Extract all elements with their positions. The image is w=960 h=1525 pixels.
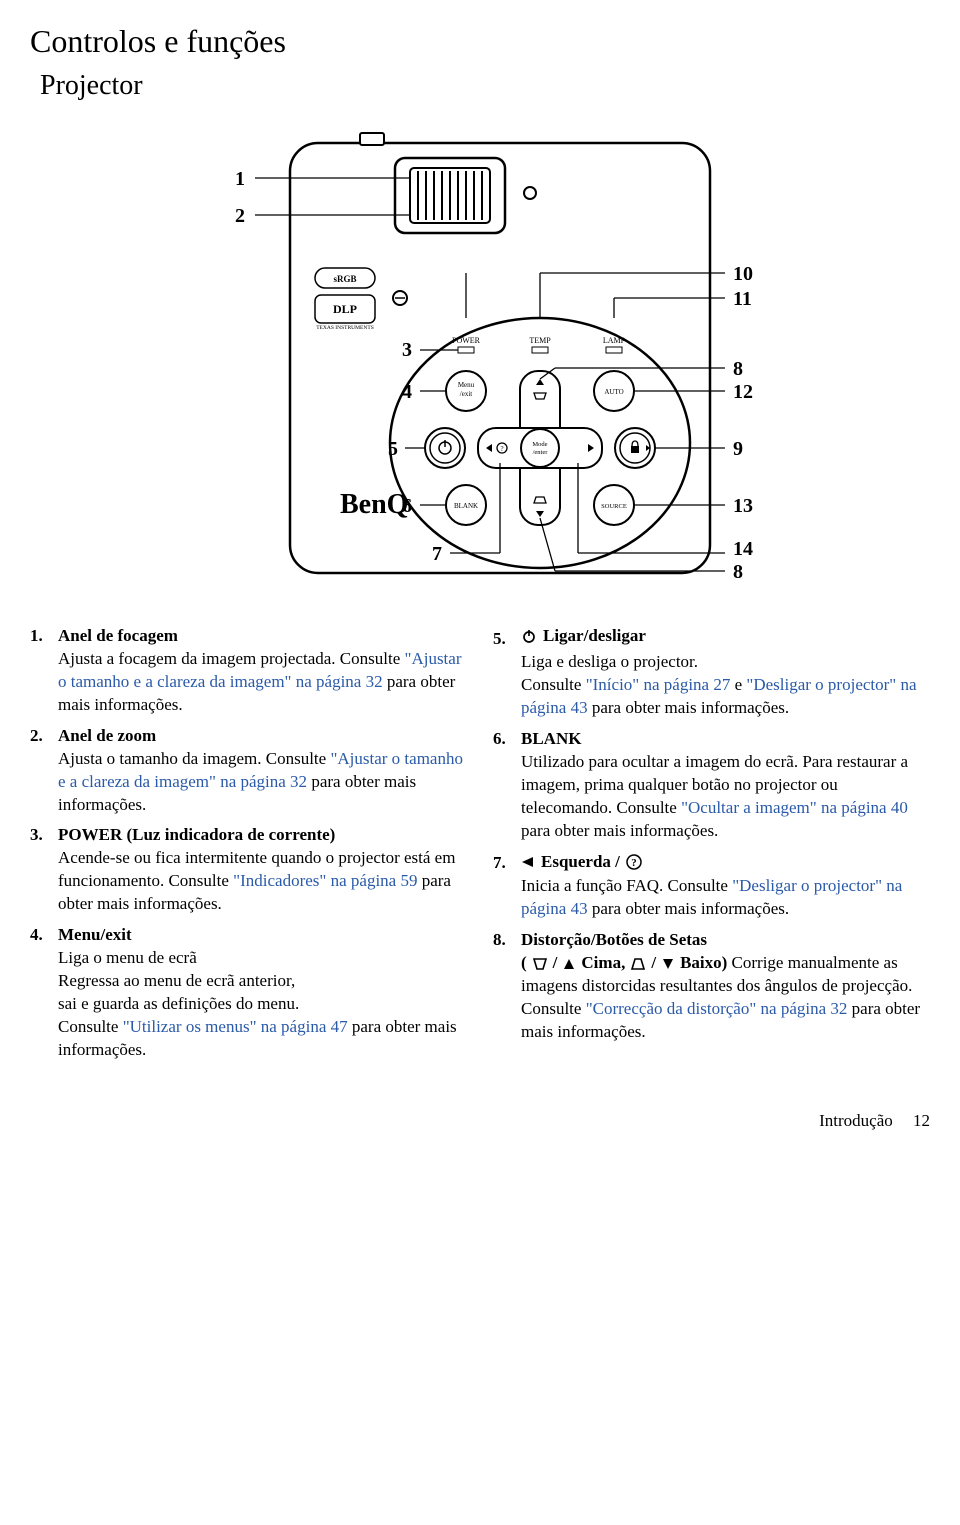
item-3: 3. POWER (Luz indicadora de corrente) Ac…: [30, 824, 467, 916]
item-desc: sai e guarda as definições do menu.: [58, 993, 467, 1016]
item-2: 2. Anel de zoom Ajusta o tamanho da imag…: [30, 725, 467, 817]
svg-text:10: 10: [733, 263, 753, 285]
svg-text:LAMP: LAMP: [603, 336, 626, 345]
up-arrow-icon: [563, 958, 575, 970]
svg-text:Mode: Mode: [532, 441, 547, 448]
item-8: 8. Distorção/Botões de Setas ( / Cima, /…: [493, 929, 930, 1044]
down-arrow-icon: [662, 958, 674, 970]
svg-text:BenQ: BenQ: [340, 489, 408, 520]
svg-text:8: 8: [733, 561, 743, 583]
svg-text:AUTO: AUTO: [604, 388, 623, 396]
svg-text:13: 13: [733, 495, 753, 517]
svg-text:1: 1: [235, 168, 245, 190]
projector-diagram: sRGB DLP TEXAS INSTRUMENTS BenQ POWER TE…: [30, 123, 930, 603]
svg-text:14: 14: [733, 538, 753, 560]
item-5: 5. Ligar/desligar Liga e desliga o proje…: [493, 625, 930, 720]
item-desc: Regressa ao menu de ecrã anterior,: [58, 970, 467, 993]
item-title: BLANK: [521, 728, 581, 751]
item-6: 6. BLANK Utilizado para ocultar a imagem…: [493, 728, 930, 843]
footer-section: Introdução: [819, 1111, 893, 1130]
svg-text:sRGB: sRGB: [333, 274, 356, 284]
power-icon: [521, 628, 537, 644]
item-desc: Liga e desliga o projector.: [521, 651, 930, 674]
left-column: 1. Anel de focagem Ajusta a focagem da i…: [30, 625, 467, 1070]
item-subtitle: ( / Cima, / Baixo): [521, 952, 727, 975]
svg-text:4: 4: [402, 381, 412, 403]
item-1: 1. Anel de focagem Ajusta a focagem da i…: [30, 625, 467, 717]
item-title: Anel de focagem: [58, 625, 178, 648]
question-icon: ?: [626, 854, 642, 870]
item-number: 6.: [493, 728, 511, 751]
item-desc: Ajusta o tamanho da imagem.: [58, 749, 266, 768]
item-number: 2.: [30, 725, 48, 748]
footer-page-number: 12: [913, 1111, 930, 1130]
item-number: 5.: [493, 628, 511, 651]
item-link: Consulte "Início" na página 27 e "Deslig…: [521, 675, 917, 717]
item-desc: Inicia a função FAQ.: [521, 876, 668, 895]
svg-text:BLANK: BLANK: [454, 502, 478, 510]
svg-text:POWER: POWER: [452, 336, 481, 345]
svg-text:2: 2: [235, 205, 245, 227]
item-number: 3.: [30, 824, 48, 847]
svg-text:7: 7: [432, 543, 442, 565]
svg-text:TEXAS INSTRUMENTS: TEXAS INSTRUMENTS: [316, 325, 374, 331]
item-desc: Ajusta a focagem da imagem projectada.: [58, 649, 336, 668]
svg-text:?: ?: [500, 445, 503, 453]
svg-text:?: ?: [631, 857, 637, 869]
item-title: Distorção/Botões de Setas: [521, 929, 707, 952]
item-title: Anel de zoom: [58, 725, 156, 748]
item-title: Esquerda / ?: [521, 851, 642, 874]
item-number: 4.: [30, 924, 48, 947]
page-subtitle: Projector: [40, 67, 930, 105]
item-7: 7. Esquerda / ? Inicia a função FAQ. Con…: [493, 851, 930, 921]
svg-text:/exit: /exit: [460, 390, 472, 398]
item-number: 8.: [493, 929, 511, 952]
item-title: Ligar/desligar: [521, 625, 646, 648]
svg-text:TEMP: TEMP: [529, 336, 551, 345]
svg-text:Menu: Menu: [458, 381, 475, 389]
item-desc: Liga o menu de ecrã: [58, 947, 467, 970]
svg-text:3: 3: [402, 339, 412, 361]
item-link: Consulte "Utilizar os menus" na página 4…: [58, 1017, 457, 1059]
svg-text:11: 11: [733, 288, 752, 310]
svg-text:9: 9: [733, 438, 743, 460]
left-arrow-icon: [521, 856, 535, 868]
svg-text:8: 8: [733, 358, 743, 380]
item-title: Menu/exit: [58, 924, 132, 947]
item-link: Consulte "Correcção da distorção" na pág…: [521, 999, 920, 1041]
keystone-up-icon: [631, 958, 645, 970]
right-column: 5. Ligar/desligar Liga e desliga o proje…: [493, 625, 930, 1070]
keystone-down-icon: [533, 958, 547, 970]
svg-text:5: 5: [388, 438, 398, 460]
svg-text:/enter: /enter: [533, 449, 549, 456]
svg-text:DLP: DLP: [333, 302, 357, 316]
item-number: 1.: [30, 625, 48, 648]
page-title: Controlos e funções: [30, 20, 930, 63]
svg-text:6: 6: [402, 495, 412, 517]
svg-text:12: 12: [733, 381, 753, 403]
item-number: 7.: [493, 852, 511, 875]
item-4: 4. Menu/exit Liga o menu de ecrã Regress…: [30, 924, 467, 1062]
page-footer: Introdução 12: [30, 1110, 930, 1133]
svg-text:SOURCE: SOURCE: [601, 503, 627, 510]
item-title: POWER (Luz indicadora de corrente): [58, 824, 335, 847]
